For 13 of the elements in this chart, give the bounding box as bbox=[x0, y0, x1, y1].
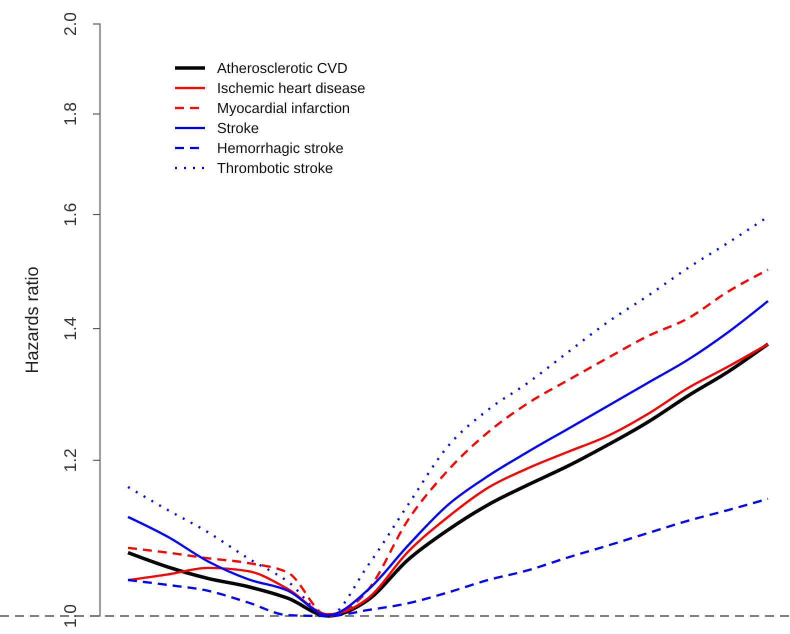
legend-label: Myocardial infarction bbox=[217, 101, 350, 117]
y-tick-label: 1.6 bbox=[61, 202, 80, 226]
y-tick-label: 1.8 bbox=[61, 102, 80, 126]
y-tick-label: 1.2 bbox=[61, 448, 80, 472]
legend-label: Thrombotic stroke bbox=[217, 161, 334, 177]
y-tick-label: 2.0 bbox=[61, 12, 80, 36]
legend-label: Stroke bbox=[217, 121, 259, 137]
y-tick-label: 1.0 bbox=[61, 604, 80, 628]
y-axis-title: Hazards ratio bbox=[22, 266, 42, 374]
legend-label: Ischemic heart disease bbox=[217, 81, 366, 97]
legend-label: Atherosclerotic CVD bbox=[217, 61, 348, 77]
legend-label: Hemorrhagic stroke bbox=[217, 141, 344, 157]
y-tick-label: 1.4 bbox=[61, 316, 80, 340]
